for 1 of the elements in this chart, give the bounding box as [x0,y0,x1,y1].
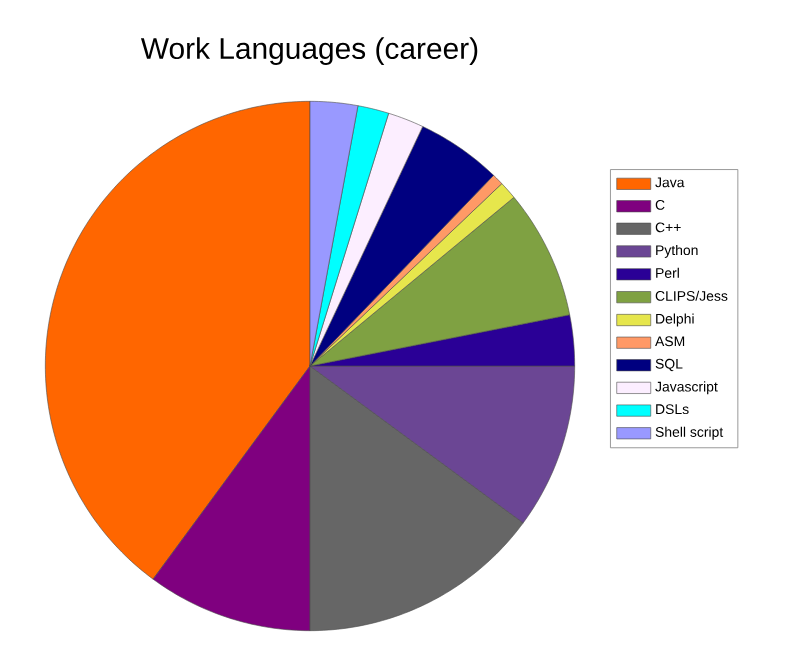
chart-title: Work Languages (career) [140,37,478,65]
